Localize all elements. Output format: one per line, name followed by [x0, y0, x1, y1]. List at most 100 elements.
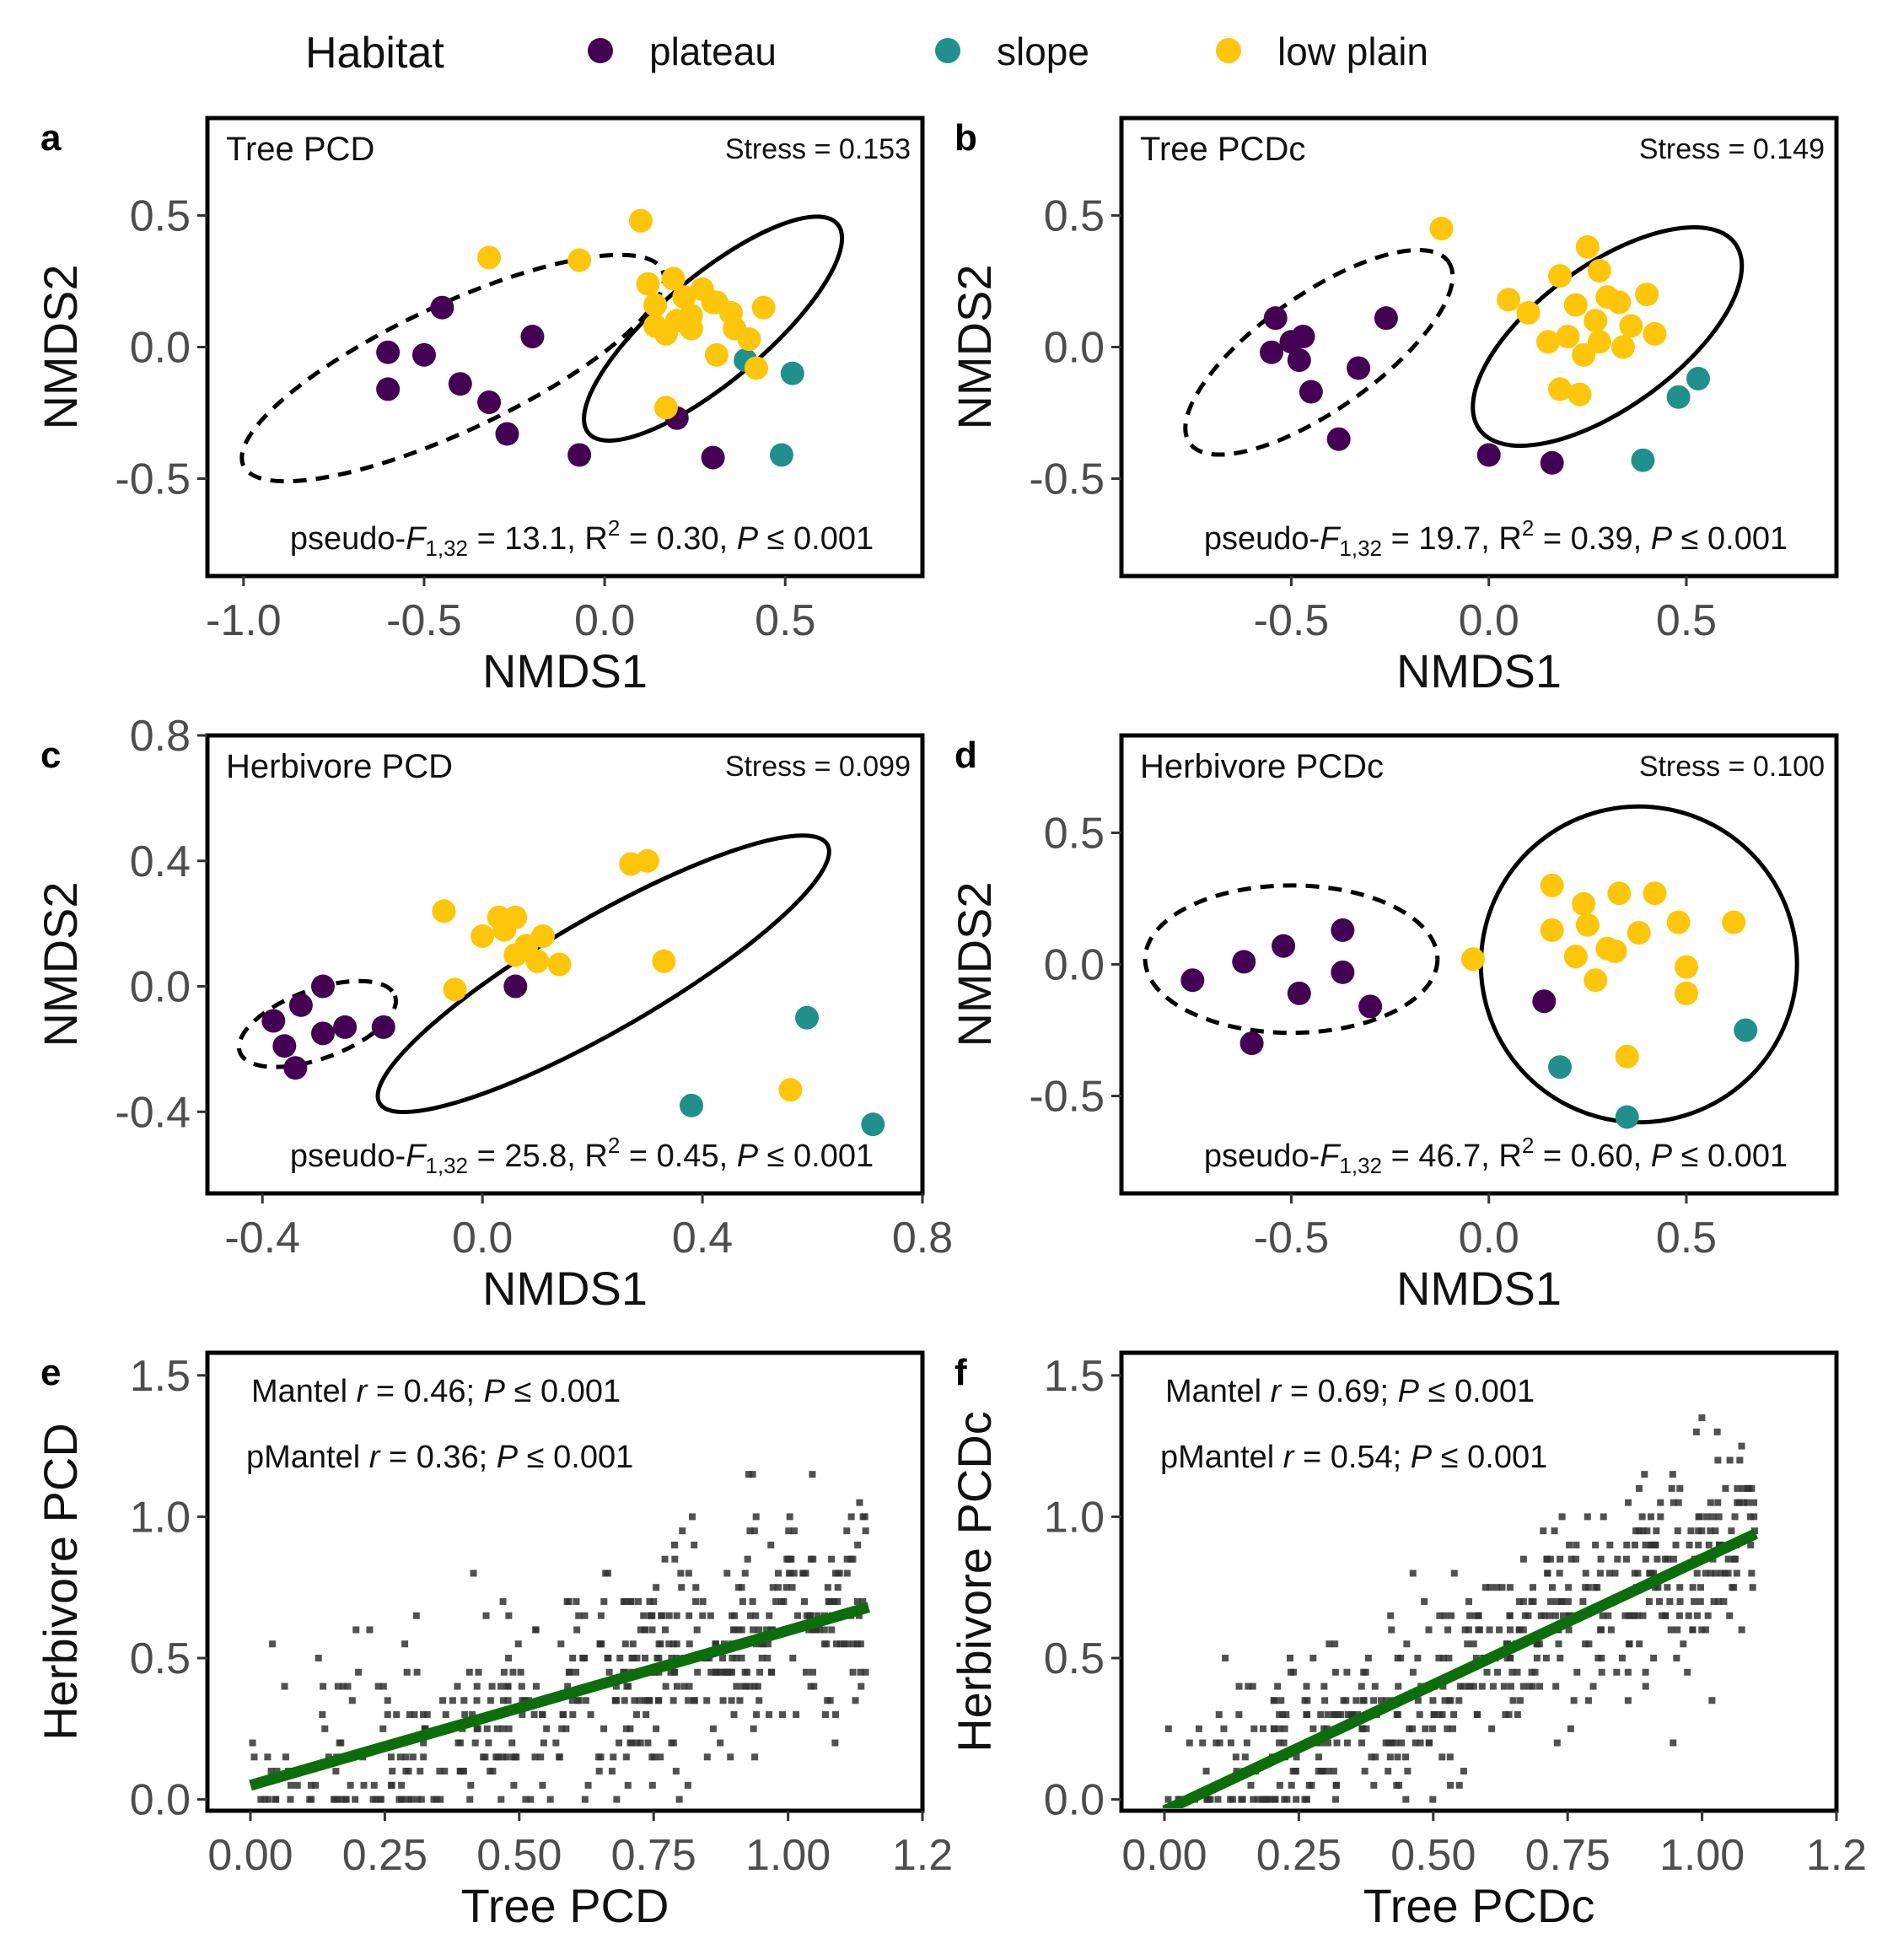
y-tick-label: 0.4: [130, 837, 191, 886]
scatter-point: [1710, 1597, 1718, 1605]
legend-low-plain-swatch: [1216, 38, 1241, 63]
scatter-point: [1448, 1612, 1455, 1619]
x-tick-label: 0.0: [1459, 596, 1519, 645]
scatter-point: [767, 1541, 775, 1548]
scatter-point: [733, 1683, 740, 1690]
point-low-plain: [744, 356, 768, 380]
scatter-point: [802, 1668, 809, 1676]
point-low-plain: [1572, 891, 1596, 916]
y-tick-label: 0.0: [1044, 1776, 1105, 1825]
scatter-point: [843, 1555, 851, 1563]
scatter-point: [648, 1753, 656, 1761]
scatter-point: [287, 1781, 294, 1789]
scatter-point: [1436, 1612, 1444, 1619]
scatter-point: [342, 1796, 350, 1803]
scatter-point: [1317, 1711, 1325, 1719]
scatter-point: [789, 1655, 797, 1661]
scatter-point: [1232, 1753, 1239, 1761]
scatter-point: [820, 1626, 828, 1634]
plot-frame: [205, 1350, 925, 1813]
scatter-point: [1516, 1697, 1524, 1704]
scatter-point: [1260, 1725, 1267, 1732]
point-low-plain: [1563, 293, 1588, 317]
scatter-point: [1547, 1597, 1555, 1605]
scatter-point: [1281, 1725, 1288, 1732]
scatter-point: [558, 1725, 566, 1732]
scatter-point: [1220, 1725, 1228, 1732]
scatter-point: [1530, 1597, 1537, 1605]
scatter-point: [1460, 1768, 1467, 1775]
scatter-point: [488, 1683, 496, 1690]
scatter-point: [788, 1584, 796, 1591]
scatter-point: [1647, 1513, 1654, 1521]
scatter-point: [1748, 1484, 1756, 1492]
scatter-point: [307, 1781, 315, 1789]
scatter-point: [1309, 1655, 1317, 1661]
scatter-point: [616, 1739, 623, 1747]
scatter-point: [1274, 1683, 1282, 1690]
scatter-point: [755, 1626, 763, 1634]
scatter-point: [1661, 1555, 1669, 1563]
scatter-point: [1382, 1739, 1390, 1747]
scatter-point: [437, 1796, 444, 1803]
scatter-point: [1370, 1697, 1378, 1704]
scatter-point: [648, 1626, 656, 1634]
scatter-point: [724, 1668, 732, 1676]
x-tick-label: 0.8: [892, 1214, 953, 1263]
y-tick-label: 0.0: [1044, 324, 1105, 373]
scatter-point: [1731, 1555, 1739, 1563]
scatter-point: [622, 1725, 630, 1732]
scatter-point: [613, 1697, 621, 1704]
scatter-point: [401, 1640, 409, 1648]
scatter-point: [1503, 1655, 1511, 1661]
scatter-point: [519, 1711, 526, 1719]
scatter-point: [1330, 1768, 1337, 1775]
scatter-point: [1740, 1499, 1747, 1506]
point-low-plain: [1516, 300, 1541, 325]
scatter-point: [1691, 1597, 1698, 1605]
scatter-point: [1676, 1597, 1684, 1605]
scatter-point: [1524, 1612, 1532, 1619]
scatter-point: [718, 1668, 725, 1676]
x-tick-label: 0.75: [1525, 1831, 1610, 1880]
scatter-point: [1636, 1484, 1643, 1492]
regression-line: [1162, 1528, 1759, 1808]
legend-title: Habitat: [305, 29, 444, 78]
scatter-point: [1675, 1612, 1683, 1619]
scatter-point: [269, 1640, 277, 1648]
point-low-plain: [1674, 981, 1698, 1005]
scatter-point: [1481, 1584, 1489, 1591]
scatter-point: [1515, 1597, 1523, 1605]
scatter-point: [1696, 1584, 1704, 1591]
scatter-point: [1325, 1739, 1332, 1747]
scatter-point: [287, 1796, 294, 1803]
scatter-point: [719, 1697, 727, 1704]
scatter-point: [1746, 1513, 1754, 1521]
scatter-point: [1360, 1697, 1368, 1704]
scatter-point: [1364, 1655, 1372, 1661]
scatter-point: [517, 1668, 524, 1676]
scatter-point: [628, 1739, 636, 1747]
scatter-point: [1426, 1739, 1433, 1747]
scatter-point: [1642, 1668, 1649, 1676]
scatter-point: [1333, 1781, 1341, 1789]
scatter-point: [671, 1668, 679, 1676]
point-low-plain: [628, 208, 653, 233]
scatter-point: [1493, 1668, 1501, 1676]
scatter-point: [1276, 1711, 1283, 1719]
point-plateau: [1374, 306, 1398, 331]
scatter-point: [1692, 1428, 1700, 1435]
scatter-point: [513, 1753, 520, 1761]
scatter-point: [847, 1555, 855, 1563]
scatter-point: [844, 1640, 852, 1648]
scatter-point: [543, 1725, 551, 1732]
scatter-point: [1438, 1753, 1446, 1761]
scatter-point: [1470, 1640, 1477, 1648]
scatter-point: [642, 1697, 649, 1704]
scatter-point: [587, 1711, 594, 1719]
scatter-point: [1519, 1626, 1527, 1634]
point-low-plain: [443, 977, 467, 1002]
scatter-point: [366, 1626, 374, 1634]
point-low-plain: [1674, 955, 1698, 979]
scatter-point: [417, 1768, 424, 1775]
